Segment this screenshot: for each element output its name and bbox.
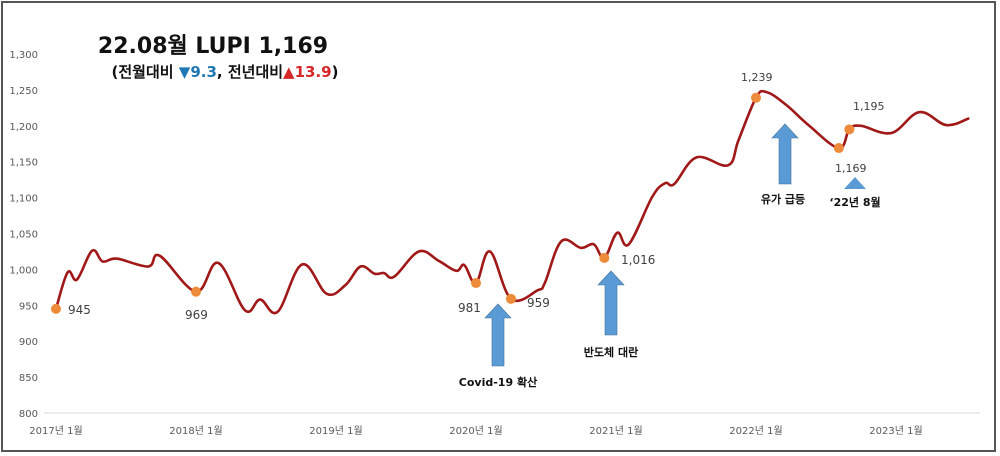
label-1239: 1,239 <box>741 71 773 84</box>
label-1169: 1,169 <box>835 162 867 175</box>
x-axis: 2017년 1월 2018년 1월 2019년 1월 2020년 1월 2021년 1월… <box>29 425 922 437</box>
triangle-up-icon <box>844 177 866 189</box>
data-point-marker <box>844 124 855 135</box>
label-1016: 1,016 <box>621 253 655 267</box>
chart-subtitle: (전월대비 ▼9.3, 전년대비▲13.9) <box>112 63 339 81</box>
arrow-up-icon <box>484 303 512 367</box>
chart-title: 22.08월 LUPI 1,169 <box>98 34 328 59</box>
y-tick-label: 850 <box>19 373 38 384</box>
arrow-up-icon <box>597 270 625 336</box>
y-tick-label: 1,250 <box>9 86 38 97</box>
label-1195: 1,195 <box>853 100 885 113</box>
label-945: 945 <box>68 303 91 317</box>
label-981: 981 <box>458 301 481 315</box>
data-point-marker <box>51 303 61 314</box>
highlighted-markers <box>51 92 855 314</box>
y-tick-label: 1,150 <box>9 158 38 169</box>
annotation-aug-2022: ‘22년 8월 <box>829 195 880 209</box>
y-tick-label: 1,050 <box>9 230 38 241</box>
arrow-up-icon <box>771 123 799 185</box>
mom-change-value: 9.3 <box>190 63 217 81</box>
label-969: 969 <box>185 308 208 322</box>
up-triangle-icon: ▲ <box>283 63 295 81</box>
down-triangle-icon: ▼ <box>179 63 191 81</box>
annotation-semiconductor: 반도체 대란 <box>584 345 638 359</box>
data-point-marker <box>191 286 201 297</box>
y-tick-label: 800 <box>19 409 38 420</box>
x-tick-label: 2017년 1월 <box>29 425 82 437</box>
x-tick-label: 2020년 1월 <box>449 425 502 437</box>
x-tick-label: 2019년 1월 <box>309 425 362 437</box>
y-tick-label: 900 <box>19 337 38 348</box>
lupi-series-line <box>54 89 970 315</box>
annotation-covid: Covid-19 확산 <box>459 375 537 389</box>
data-point-marker <box>471 278 481 289</box>
x-tick-label: 2022년 1월 <box>729 425 782 437</box>
annotation-oil: 유가 급등 <box>761 192 805 206</box>
data-point-marker <box>599 252 610 263</box>
y-tick-label: 1,200 <box>9 122 38 133</box>
data-point-marker <box>751 92 761 103</box>
y-tick-label: 1,100 <box>9 194 38 205</box>
y-tick-label: 950 <box>19 301 38 312</box>
y-tick-label: 1,300 <box>9 50 38 61</box>
x-tick-label: 2018년 1월 <box>169 425 222 437</box>
x-tick-label: 2021년 1월 <box>589 425 642 437</box>
data-point-marker <box>833 143 844 154</box>
data-point-marker <box>506 293 516 304</box>
x-tick-label: 2023년 1월 <box>869 425 922 437</box>
yoy-change-value: 13.9 <box>295 63 332 81</box>
y-tick-label: 1,000 <box>9 265 38 276</box>
y-axis: 800 850 900 950 1,000 1,050 1,100 1,150 1,200 1,2… <box>9 50 38 420</box>
label-959: 959 <box>527 296 550 310</box>
